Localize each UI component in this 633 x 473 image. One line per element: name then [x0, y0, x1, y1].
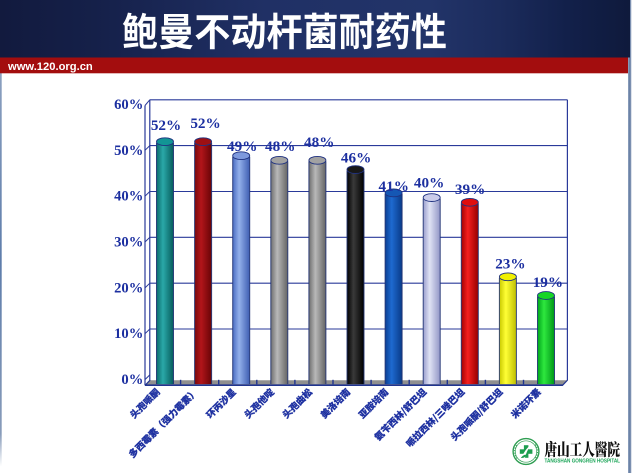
svg-text:10%: 10% — [114, 326, 143, 342]
svg-text:52%: 52% — [151, 117, 181, 134]
svg-text:40%: 40% — [414, 174, 444, 191]
svg-text:49%: 49% — [227, 138, 257, 155]
svg-text:20%: 20% — [114, 280, 143, 296]
svg-text:48%: 48% — [265, 138, 295, 155]
svg-text:52%: 52% — [190, 115, 220, 132]
svg-text:39%: 39% — [455, 181, 485, 198]
svg-text:40%: 40% — [114, 189, 143, 205]
svg-text:23%: 23% — [495, 256, 525, 273]
svg-text:19%: 19% — [533, 274, 563, 291]
svg-text:48%: 48% — [304, 134, 334, 151]
svg-text:TANGSHAN GONGREN HOSPITAL: TANGSHAN GONGREN HOSPITAL — [545, 459, 621, 465]
svg-text:41%: 41% — [379, 178, 409, 195]
svg-text:0%: 0% — [121, 372, 143, 388]
svg-text:46%: 46% — [341, 150, 371, 167]
svg-text:www.120.org.cn: www.120.org.cn — [7, 61, 93, 73]
svg-text:60%: 60% — [114, 97, 143, 113]
svg-text:50%: 50% — [114, 143, 143, 159]
svg-text:30%: 30% — [114, 235, 143, 251]
